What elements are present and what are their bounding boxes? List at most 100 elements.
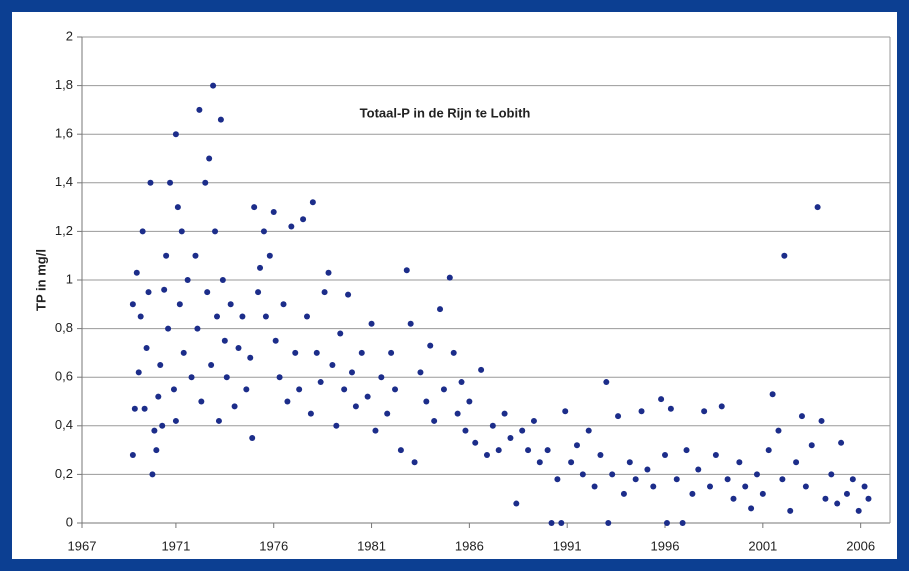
data-point xyxy=(663,520,670,526)
data-point xyxy=(213,313,220,320)
data-point xyxy=(364,393,371,400)
data-point xyxy=(431,417,438,424)
data-point xyxy=(701,408,708,415)
data-point xyxy=(188,374,195,381)
data-point xyxy=(266,252,273,259)
data-point xyxy=(548,520,555,526)
data-point xyxy=(695,466,702,473)
data-point xyxy=(223,374,230,381)
data-point xyxy=(427,342,434,349)
data-point xyxy=(157,362,164,369)
data-point xyxy=(450,349,457,356)
y-tick-label: 1,6 xyxy=(55,126,73,141)
data-point xyxy=(284,398,291,405)
data-point xyxy=(392,386,399,393)
data-point xyxy=(707,483,714,490)
data-point xyxy=(838,439,845,446)
data-point xyxy=(227,301,234,308)
data-point xyxy=(530,417,537,424)
data-point xyxy=(194,325,201,332)
data-point xyxy=(519,427,526,434)
x-tick-label: 1996 xyxy=(651,538,680,553)
data-point xyxy=(478,366,485,373)
data-point xyxy=(609,471,616,478)
data-point xyxy=(466,398,473,405)
data-point xyxy=(174,204,181,211)
data-point xyxy=(143,345,150,352)
x-tick-label: 1976 xyxy=(259,538,288,553)
data-point xyxy=(472,439,479,446)
data-point xyxy=(196,106,203,113)
data-point xyxy=(544,447,551,454)
data-point xyxy=(798,413,805,420)
data-point xyxy=(345,291,352,298)
data-point xyxy=(288,223,295,230)
data-point xyxy=(325,269,332,276)
data-point xyxy=(137,313,144,320)
data-point xyxy=(184,277,191,283)
data-point xyxy=(834,500,841,507)
data-point xyxy=(525,447,532,454)
data-point xyxy=(341,386,348,393)
x-tick-label: 1981 xyxy=(357,538,386,553)
data-point xyxy=(568,459,575,466)
data-point xyxy=(736,459,743,466)
data-point xyxy=(161,286,168,293)
data-point xyxy=(562,408,569,415)
data-point xyxy=(247,354,254,361)
data-point xyxy=(495,447,502,454)
data-point xyxy=(303,313,310,320)
y-tick-label: 0 xyxy=(66,514,73,529)
data-point xyxy=(208,362,215,369)
data-point xyxy=(165,325,172,332)
data-point xyxy=(579,471,586,478)
data-point xyxy=(536,459,543,466)
data-point xyxy=(153,447,160,454)
data-point xyxy=(730,495,737,502)
y-tick-label: 1,2 xyxy=(55,223,73,238)
data-point xyxy=(603,379,610,386)
data-point xyxy=(554,476,561,483)
data-point xyxy=(172,417,179,424)
data-point xyxy=(437,306,444,313)
data-point xyxy=(204,289,211,296)
data-point xyxy=(673,476,680,483)
y-tick-label: 0,6 xyxy=(55,369,73,384)
data-point xyxy=(822,495,829,502)
chart-background xyxy=(12,12,897,559)
data-point xyxy=(307,410,314,417)
data-point xyxy=(483,451,490,458)
data-point xyxy=(591,483,598,490)
data-point xyxy=(417,369,424,376)
data-point xyxy=(348,369,355,376)
data-point xyxy=(849,476,856,483)
data-point xyxy=(814,204,821,211)
data-point xyxy=(135,369,142,376)
x-tick-label: 1967 xyxy=(68,538,97,553)
data-point xyxy=(251,204,258,211)
data-point xyxy=(317,379,324,386)
data-point xyxy=(129,301,136,308)
x-tick-label: 2001 xyxy=(748,538,777,553)
data-point xyxy=(513,500,520,507)
y-tick-label: 0,2 xyxy=(55,466,73,481)
data-point xyxy=(718,403,725,410)
data-point xyxy=(358,349,365,356)
data-point xyxy=(712,451,719,458)
data-point xyxy=(260,228,267,235)
data-point xyxy=(689,490,696,497)
data-point xyxy=(489,422,496,429)
data-point xyxy=(388,349,395,356)
data-point xyxy=(300,216,307,223)
data-point xyxy=(384,410,391,417)
data-point xyxy=(769,391,776,398)
data-point xyxy=(313,349,320,356)
y-tick-label: 0,4 xyxy=(55,417,73,432)
data-point xyxy=(378,374,385,381)
data-point xyxy=(446,274,453,281)
data-point xyxy=(172,131,179,138)
data-point xyxy=(192,252,199,259)
data-point xyxy=(170,386,177,393)
y-tick-label: 0,8 xyxy=(55,320,73,335)
data-point xyxy=(329,362,336,369)
